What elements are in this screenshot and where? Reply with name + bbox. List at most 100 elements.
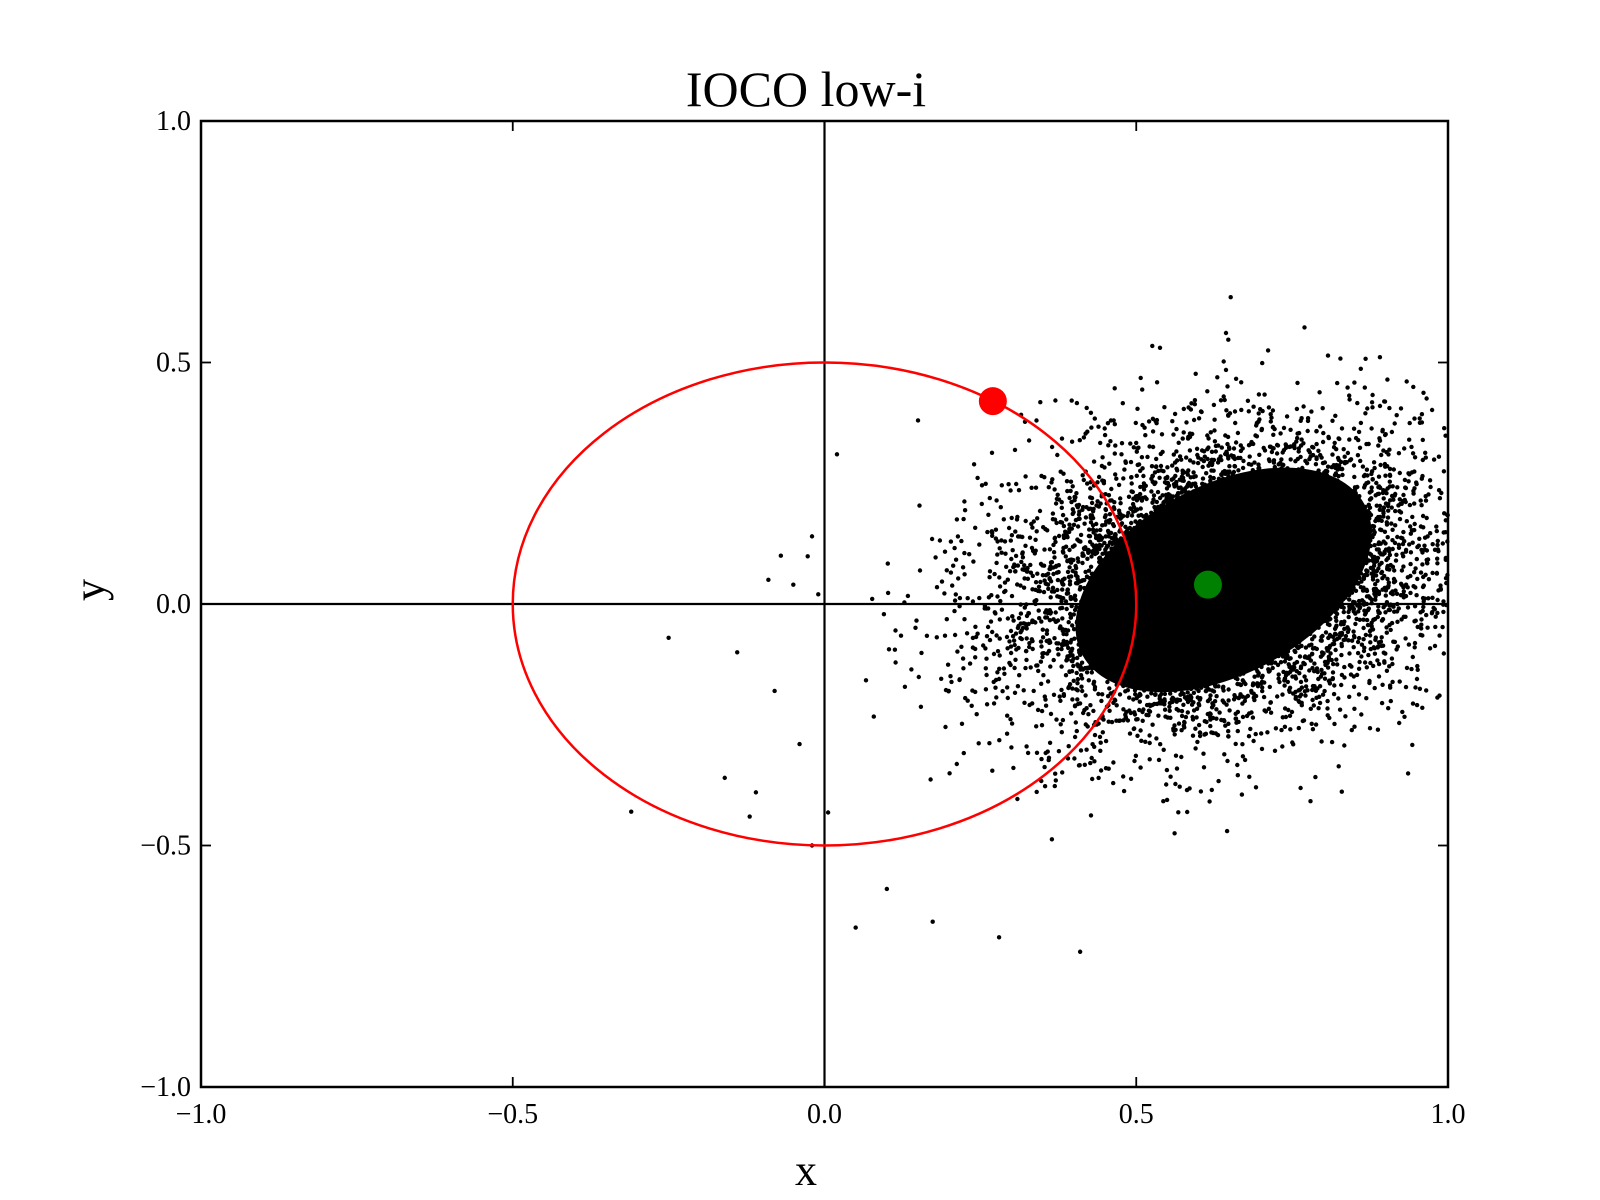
- scatter-point: [1299, 703, 1305, 708]
- scatter-point: [1318, 452, 1323, 458]
- scatter-point: [961, 666, 966, 671]
- scatter-point: [1206, 445, 1211, 450]
- scatter-point: [1045, 582, 1051, 587]
- scatter-point: [1071, 612, 1077, 617]
- scatter-point: [1419, 622, 1424, 627]
- scatter-point: [1139, 738, 1144, 743]
- scatter-point: [1275, 694, 1280, 699]
- scatter-point: [1213, 443, 1219, 449]
- scatter-point: [1214, 716, 1219, 721]
- scatter-point: [893, 628, 898, 633]
- scatter-point: [1018, 583, 1023, 588]
- scatter-point: [1172, 831, 1177, 836]
- scatter-point: [1171, 432, 1176, 437]
- scatter-point: [1395, 644, 1401, 649]
- scatter-point: [1031, 688, 1036, 694]
- scatter-point: [959, 721, 965, 726]
- scatter-point: [1070, 623, 1075, 628]
- scatter-point: [1259, 426, 1265, 432]
- scatter-point: [1191, 417, 1197, 423]
- scatter-point: [1251, 404, 1256, 409]
- scatter-point: [1138, 506, 1143, 511]
- scatter-point: [1024, 636, 1029, 641]
- scatter-point: [1298, 665, 1304, 671]
- scatter-point: [1088, 410, 1094, 415]
- scatter-point: [1132, 726, 1137, 731]
- scatter-point: [1422, 535, 1428, 540]
- scatter-point: [961, 516, 966, 522]
- scatter-point: [1098, 768, 1104, 773]
- scatter-point: [1226, 470, 1231, 475]
- scatter-point: [1414, 702, 1420, 708]
- scatter-point: [1385, 576, 1390, 582]
- scatter-point: [1138, 375, 1143, 381]
- scatter-point: [1051, 550, 1057, 555]
- scatter-point: [1356, 666, 1362, 671]
- scatter-point: [1203, 688, 1209, 694]
- scatter-point: [1040, 635, 1046, 640]
- scatter-point: [1142, 495, 1148, 500]
- scatter-point: [1313, 722, 1319, 727]
- scatter-point: [1223, 367, 1229, 373]
- scatter-point: [1061, 693, 1067, 698]
- scatter-point: [1063, 544, 1069, 549]
- scatter-point: [942, 591, 947, 596]
- scatter-point: [1369, 426, 1374, 431]
- scatter-point: [1193, 726, 1198, 731]
- scatter-point: [1107, 686, 1112, 691]
- scatter-point: [1298, 785, 1303, 791]
- scatter-point: [1374, 516, 1379, 521]
- scatter-point: [1067, 495, 1072, 501]
- scatter-point: [1084, 505, 1089, 510]
- scatter-point: [1200, 476, 1206, 481]
- scatter-point: [1092, 759, 1097, 764]
- scatter-point: [1008, 488, 1013, 493]
- scatter-point: [1351, 463, 1357, 468]
- scatter-point: [998, 505, 1003, 510]
- scatter-point: [1103, 513, 1108, 518]
- scatter-point: [1260, 360, 1265, 366]
- scatter-point: [1377, 514, 1383, 520]
- scatter-point: [1092, 416, 1098, 421]
- scatter-point: [995, 594, 1000, 599]
- scatter-point: [1371, 524, 1377, 529]
- scatter-point: [1405, 605, 1411, 610]
- scatter-point: [1119, 441, 1125, 446]
- scatter-point: [1102, 432, 1108, 438]
- scatter-point: [1033, 580, 1039, 585]
- scatter-point: [1056, 533, 1062, 539]
- scatter-point: [1375, 727, 1381, 732]
- scatter-point: [1092, 744, 1097, 749]
- scatter-point: [1033, 548, 1038, 553]
- scatter-point: [1023, 518, 1028, 524]
- scatter-point: [1055, 587, 1060, 593]
- scatter-point: [1133, 692, 1138, 697]
- scatter-point: [1143, 739, 1148, 744]
- scatter-point: [1114, 703, 1119, 708]
- scatter-point: [1346, 614, 1351, 620]
- scatter-point: [1412, 645, 1417, 650]
- scatter-point: [1029, 637, 1035, 642]
- scatter-point: [1071, 522, 1077, 527]
- scatter-point: [1274, 451, 1280, 456]
- scatter-point: [1197, 733, 1203, 739]
- scatter-points: [805, 295, 1450, 924]
- scatter-point: [1053, 778, 1059, 783]
- scatter-point: [1280, 744, 1285, 749]
- scatter-point: [1398, 535, 1404, 540]
- scatter-point: [1008, 662, 1013, 668]
- scatter-point: [1045, 610, 1050, 616]
- scatter-point: [1226, 456, 1231, 461]
- scatter-point: [1309, 652, 1315, 657]
- scatter-point: [805, 554, 810, 559]
- scatter-point: [1207, 799, 1212, 804]
- scatter-point: [1052, 487, 1057, 492]
- scatter-point: [1376, 589, 1382, 595]
- scatter-point: [924, 633, 930, 638]
- scatter-point: [1339, 643, 1345, 649]
- scatter-point: [1091, 548, 1096, 553]
- scatter-point: [1133, 753, 1139, 758]
- scatter-point: [1400, 709, 1405, 715]
- scatter-point: [1042, 578, 1047, 583]
